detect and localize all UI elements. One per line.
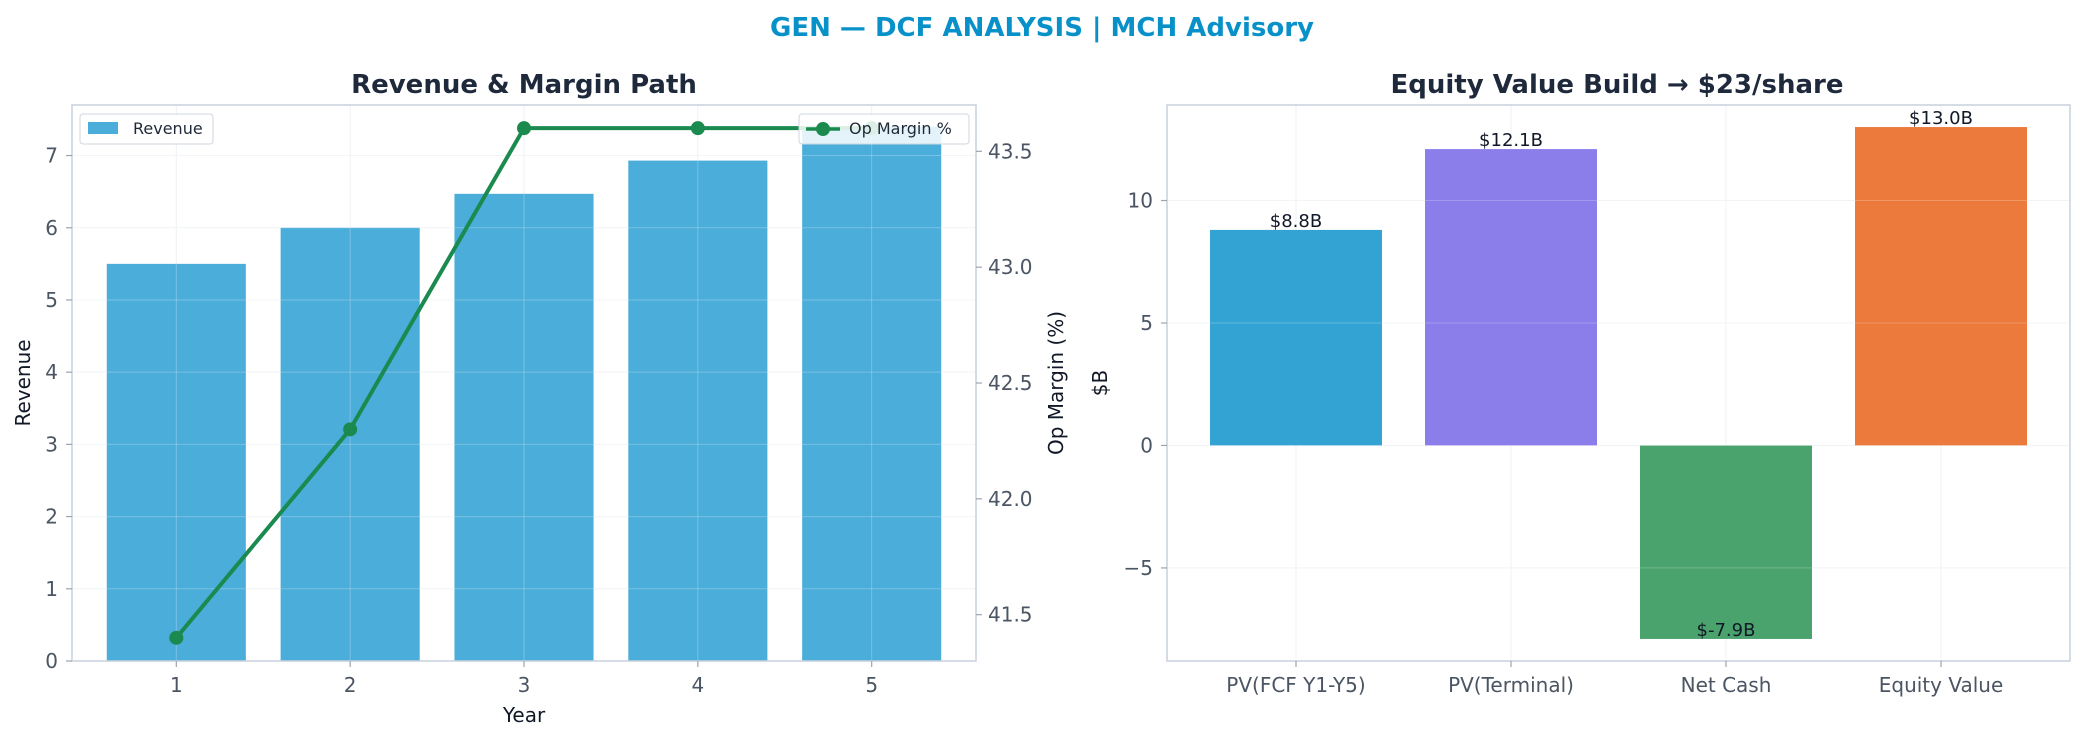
x-tick-label: 3 bbox=[518, 673, 531, 697]
figure-suptitle: GEN — DCF ANALYSIS | MCH Advisory bbox=[770, 13, 1314, 43]
y-tick-label: 4 bbox=[45, 360, 58, 384]
legend-revenue: Revenue bbox=[79, 113, 214, 145]
chart1-right-ticks: 41.5 42.0 42.5 43.0 43.5 bbox=[976, 139, 1033, 627]
y-tick-label: −5 bbox=[1124, 556, 1153, 580]
equity-bar bbox=[1855, 127, 2027, 446]
revenue-bar bbox=[802, 126, 942, 661]
legend-op-margin-marker bbox=[816, 122, 830, 136]
y-tick-label: 1 bbox=[45, 577, 58, 601]
chart1-left-ticks: 0 1 2 3 4 5 6 7 bbox=[45, 144, 72, 673]
x-tick-label: Net Cash bbox=[1681, 673, 1772, 697]
op-margin-point bbox=[517, 121, 531, 136]
y-tick-label: 6 bbox=[45, 216, 58, 240]
bar-value-label: $12.1B bbox=[1479, 130, 1543, 151]
y-tick-label: 2 bbox=[45, 505, 58, 529]
op-margin-point bbox=[169, 630, 184, 645]
revenue-bars bbox=[72, 126, 976, 662]
y-tick-label: 3 bbox=[45, 432, 58, 456]
y2-tick-label: 42.5 bbox=[988, 371, 1033, 395]
equity-bar bbox=[1425, 149, 1597, 446]
revenue-bar bbox=[454, 193, 594, 661]
x-tick-label: 4 bbox=[691, 673, 704, 697]
equity-bar bbox=[1640, 445, 1812, 639]
legend-revenue-label: Revenue bbox=[133, 119, 203, 138]
chart2-frame bbox=[1166, 104, 2071, 662]
y2-tick-label: 42.0 bbox=[988, 487, 1033, 511]
revenue-bar bbox=[280, 227, 420, 662]
bar-value-label: $-7.9B bbox=[1697, 620, 1756, 641]
legend-op-margin: Op Margin % bbox=[798, 113, 970, 145]
x-tick-label: PV(FCF Y1-Y5) bbox=[1226, 673, 1365, 697]
bar-value-label: $8.8B bbox=[1270, 211, 1322, 232]
y-tick-label: 7 bbox=[45, 144, 58, 168]
x-tick-label: 1 bbox=[170, 673, 183, 697]
chart2-x-ticks: PV(FCF Y1-Y5) PV(Terminal) Net Cash Equity … bbox=[1226, 661, 2003, 697]
x-tick-label: 5 bbox=[865, 673, 878, 697]
y2-tick-label: 43.0 bbox=[988, 255, 1033, 279]
y2-tick-label: 41.5 bbox=[988, 603, 1033, 627]
chart2-ylabel: $B bbox=[1088, 370, 1112, 396]
legend-revenue-swatch bbox=[88, 122, 118, 134]
bar-value-label: $13.0B bbox=[1909, 108, 1973, 129]
y-tick-label: 0 bbox=[1140, 433, 1153, 457]
equity-bar bbox=[1210, 229, 1382, 446]
equity-value-chart: Equity Value Build → $23/share $8.8B $12.… bbox=[1088, 70, 2071, 697]
equity-bars: $8.8B $12.1B $-7.9B $13.0B bbox=[1167, 108, 2070, 641]
revenue-bar bbox=[628, 160, 768, 661]
chart1-xlabel: Year bbox=[502, 703, 546, 727]
chart2-y-ticks: −5 0 5 10 bbox=[1124, 189, 1167, 580]
chart1-x-ticks: 1 2 3 4 5 bbox=[170, 661, 878, 697]
chart1-title: Revenue & Margin Path bbox=[351, 70, 697, 100]
x-tick-label: Equity Value bbox=[1879, 673, 2004, 697]
y-tick-label: 5 bbox=[45, 288, 58, 312]
revenue-bar bbox=[106, 263, 246, 661]
op-margin-point bbox=[343, 422, 358, 437]
y2-tick-label: 43.5 bbox=[988, 139, 1033, 163]
chart1-ylabel: Revenue bbox=[11, 339, 35, 426]
op-margin-point bbox=[690, 121, 705, 136]
legend-op-margin-label: Op Margin % bbox=[849, 119, 952, 138]
y-tick-label: 5 bbox=[1140, 311, 1153, 335]
x-tick-label: 2 bbox=[344, 673, 357, 697]
x-tick-label: PV(Terminal) bbox=[1448, 673, 1574, 697]
y-tick-label: 0 bbox=[45, 649, 58, 673]
chart1-y2label: Op Margin (%) bbox=[1044, 311, 1068, 455]
chart2-title: Equity Value Build → $23/share bbox=[1391, 70, 1844, 100]
y-tick-label: 10 bbox=[1128, 189, 1153, 213]
